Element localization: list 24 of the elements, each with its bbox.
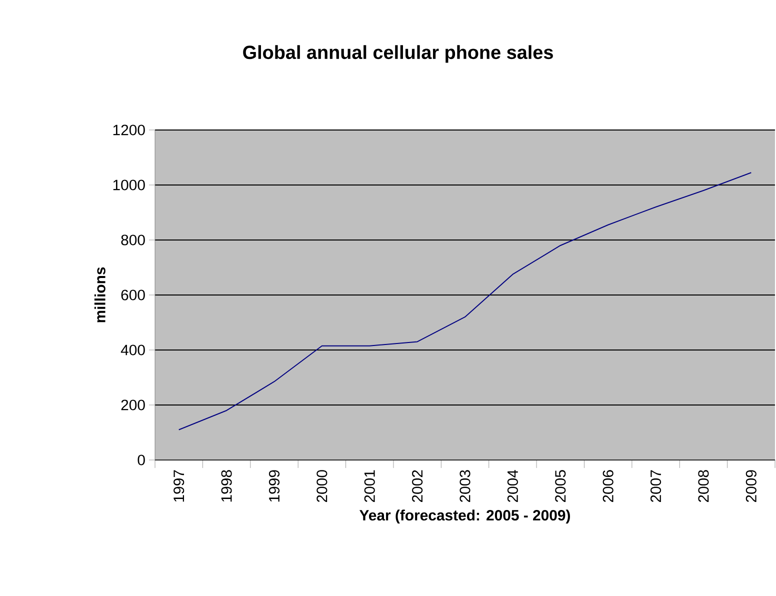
x-tick-label: 2001 xyxy=(364,470,375,502)
x-tick-label: 1999 xyxy=(268,470,280,502)
y-tick-label: 1200 xyxy=(113,124,145,136)
x-axis-title: Year (forecasted: 2005 - 2009) xyxy=(359,510,570,524)
y-tick-label: 0 xyxy=(138,454,145,466)
x-tick-label: 2002 xyxy=(412,470,423,502)
x-tick-label: 2005 xyxy=(555,470,566,502)
line-series xyxy=(178,172,752,430)
x-tick-label: 2008 xyxy=(698,470,709,502)
y-tick-label: 200 xyxy=(121,400,145,410)
x-tick-label: 1998 xyxy=(221,470,232,502)
y-tick-label: 800 xyxy=(121,234,145,246)
y-tick-label: 1000 xyxy=(113,180,145,190)
x-tick-label: 2000 xyxy=(316,470,328,502)
x-tick-label: 2009 xyxy=(746,470,756,502)
x-tick-label: 2006 xyxy=(602,470,614,502)
x-tick-label: 2007 xyxy=(650,470,662,502)
y-tick-label: 600 xyxy=(121,290,145,300)
x-tick-label: 1997 xyxy=(174,470,184,502)
x-tick-label: 2003 xyxy=(460,470,470,502)
chart-title: Global annual cellular phone sales xyxy=(243,45,553,63)
x-tick-label: 2004 xyxy=(507,470,518,502)
y-axis-title: millions xyxy=(94,267,106,322)
y-tick-label: 400 xyxy=(120,344,145,356)
